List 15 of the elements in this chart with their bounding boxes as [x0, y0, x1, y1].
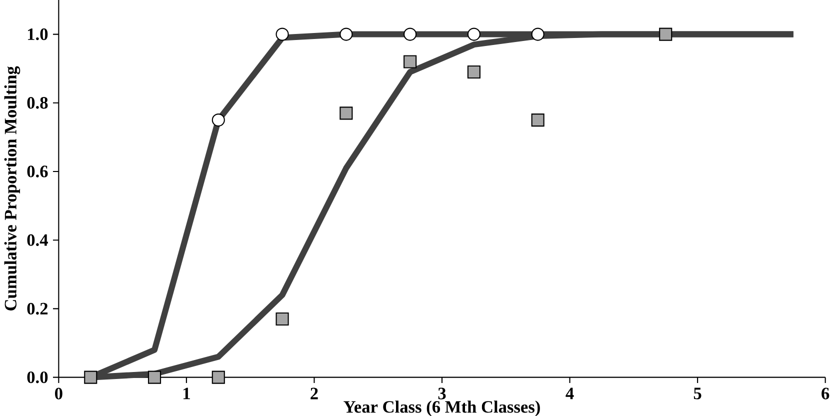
y-tick-label: 1.0	[28, 28, 48, 40]
x-tick-label: 5	[694, 388, 702, 400]
y-tick-label: 0.2	[27, 302, 48, 315]
y-axis-title: Cumulative Proportion Moulting	[4, 66, 20, 310]
y-tick-label: 0.8	[27, 97, 48, 109]
x-tick-label: 3	[438, 388, 446, 400]
x-tick-label: 6	[822, 388, 830, 400]
y-tick-label: 0.4	[27, 234, 48, 246]
x-axis-title: Year Class (6 Mth Classes)	[344, 400, 540, 416]
x-tick-label: 0	[55, 388, 62, 400]
y-tick-label: 0.0	[27, 371, 48, 384]
x-tick-label: 1	[184, 388, 190, 400]
x-tick-label: 2	[310, 388, 318, 400]
x-tick-label: 4	[566, 388, 574, 400]
y-tick-label: 0.6	[27, 166, 48, 178]
